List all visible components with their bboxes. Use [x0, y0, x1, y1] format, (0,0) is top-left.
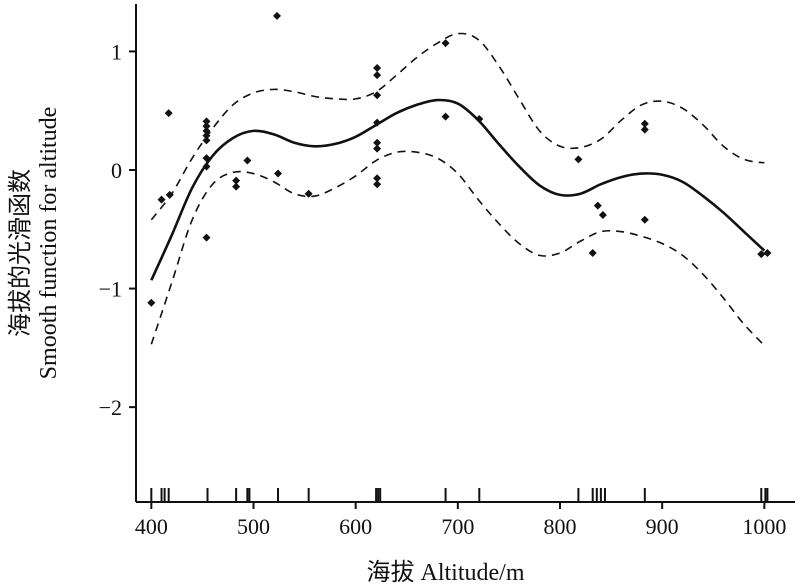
data-point: [588, 249, 597, 257]
data-point: [165, 190, 174, 199]
data-point: [441, 112, 450, 121]
data-point: [373, 138, 382, 147]
x-tick-label: 700: [441, 514, 474, 539]
x-tick-label: 800: [544, 514, 577, 539]
data-point: [232, 176, 241, 185]
data-point: [757, 250, 766, 259]
residual-points: [147, 11, 772, 307]
y-tick-label: 0: [111, 158, 122, 183]
data-point: [598, 211, 607, 220]
data-point: [373, 174, 382, 183]
data-point: [763, 249, 772, 257]
rug-marks: [150, 488, 769, 502]
data-point: [202, 233, 211, 242]
confidence-band-line: [150, 32, 765, 221]
data-point: [272, 11, 281, 20]
x-tick-label: 600: [339, 514, 372, 539]
data-point: [373, 71, 382, 80]
data-point: [243, 156, 252, 165]
confidence-band-line: [150, 150, 765, 347]
smooth-curves: [150, 32, 766, 347]
x-tick-label: 400: [135, 514, 168, 539]
data-point: [441, 39, 450, 48]
data-point: [475, 115, 484, 124]
data-point: [202, 117, 211, 126]
data-point: [373, 64, 382, 73]
smooth-fit-line: [150, 98, 766, 281]
data-point: [202, 136, 211, 145]
y-tick-label: −2: [99, 395, 122, 420]
x-tick-label: 900: [646, 514, 679, 539]
axes: [135, 4, 795, 503]
data-point: [202, 162, 211, 171]
data-point: [574, 155, 583, 164]
y-tick-label: 1: [111, 39, 122, 64]
y-tick-label: −1: [99, 277, 122, 302]
data-point: [640, 125, 649, 134]
data-point: [640, 119, 649, 128]
data-point: [147, 298, 156, 307]
data-point: [202, 126, 211, 135]
data-point: [373, 118, 382, 127]
y-axis-title-cn: 海拔的光滑函数: [7, 169, 34, 337]
data-point: [202, 154, 211, 163]
x-tick-label: 500: [237, 514, 270, 539]
data-point: [202, 131, 211, 140]
data-point: [373, 180, 382, 189]
data-point: [164, 109, 173, 118]
y-axis-title-en: Smooth function for altitude: [36, 107, 62, 380]
data-point: [202, 122, 211, 131]
data-point: [304, 189, 313, 198]
data-point: [373, 144, 382, 153]
x-axis-title: 海拔 Altitude/m: [367, 559, 525, 586]
x-tick-label: 1000: [742, 514, 786, 539]
data-point: [373, 91, 382, 100]
x-ticks: 400 500 600 700 800 900 1000: [135, 502, 786, 539]
data-point: [640, 215, 649, 224]
data-point: [274, 169, 283, 178]
y-ticks: 1 0 −1 −2: [99, 39, 136, 420]
data-point: [157, 195, 166, 204]
data-point: [232, 182, 241, 191]
data-point: [593, 201, 602, 210]
